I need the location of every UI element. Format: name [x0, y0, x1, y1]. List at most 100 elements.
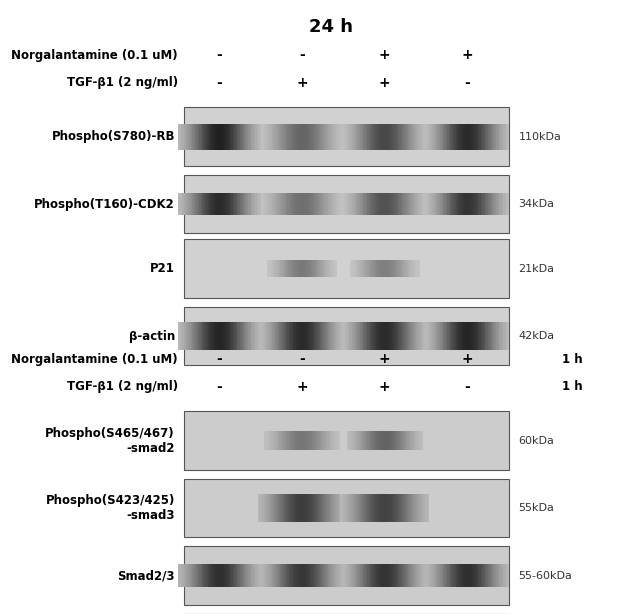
Bar: [290, 564, 291, 587]
Bar: [443, 124, 445, 149]
Bar: [284, 564, 286, 587]
Bar: [317, 124, 318, 149]
Bar: [503, 193, 504, 215]
Bar: [195, 564, 197, 587]
Bar: [320, 564, 321, 587]
Bar: [327, 494, 329, 522]
Bar: [501, 564, 502, 587]
Bar: [356, 260, 357, 278]
Bar: [314, 193, 315, 215]
Bar: [446, 124, 447, 149]
Bar: [473, 124, 474, 149]
Bar: [417, 260, 418, 278]
Bar: [508, 564, 509, 587]
Bar: [232, 564, 233, 587]
Bar: [339, 322, 341, 350]
Bar: [452, 564, 453, 587]
Bar: [374, 322, 376, 350]
Bar: [473, 564, 474, 587]
Bar: [330, 260, 331, 278]
Bar: [377, 564, 378, 587]
Bar: [248, 124, 249, 149]
Bar: [223, 124, 225, 149]
Bar: [204, 193, 205, 215]
Bar: [237, 124, 238, 149]
Bar: [399, 564, 401, 587]
Bar: [226, 124, 227, 149]
Bar: [452, 124, 453, 149]
Bar: [394, 193, 396, 215]
Bar: [473, 322, 474, 350]
Bar: [308, 124, 310, 149]
Bar: [411, 193, 412, 215]
Bar: [457, 564, 459, 587]
Bar: [350, 124, 352, 149]
Bar: [276, 322, 277, 350]
Text: 21kDa: 21kDa: [518, 263, 555, 274]
Bar: [403, 193, 404, 215]
Bar: [190, 124, 191, 149]
Bar: [352, 260, 354, 278]
Bar: [270, 322, 272, 350]
Bar: [506, 193, 508, 215]
Bar: [183, 124, 184, 149]
Bar: [404, 193, 405, 215]
Bar: [389, 193, 390, 215]
Bar: [452, 322, 453, 350]
Bar: [338, 193, 339, 215]
Bar: [294, 431, 295, 451]
Bar: [225, 322, 226, 350]
Bar: [394, 494, 396, 522]
Bar: [389, 431, 391, 451]
Bar: [220, 564, 221, 587]
Bar: [443, 564, 445, 587]
Bar: [356, 431, 357, 451]
Bar: [420, 494, 422, 522]
Bar: [328, 431, 329, 451]
Bar: [396, 494, 398, 522]
Bar: [422, 564, 424, 587]
Bar: [192, 564, 193, 587]
Bar: [434, 564, 436, 587]
Bar: [293, 431, 294, 451]
Bar: [383, 260, 384, 278]
Bar: [228, 193, 230, 215]
Bar: [317, 193, 318, 215]
Bar: [270, 564, 272, 587]
Text: -: -: [216, 352, 223, 366]
Bar: [385, 431, 387, 451]
Bar: [259, 193, 261, 215]
Bar: [324, 193, 325, 215]
Bar: [485, 322, 487, 350]
Bar: [341, 322, 342, 350]
Bar: [450, 124, 452, 149]
Bar: [259, 124, 261, 149]
Bar: [473, 193, 474, 215]
Bar: [318, 260, 319, 278]
Bar: [433, 124, 434, 149]
Bar: [405, 564, 406, 587]
Bar: [422, 431, 423, 451]
Bar: [424, 564, 425, 587]
Bar: [420, 124, 422, 149]
Bar: [249, 193, 251, 215]
Bar: [320, 124, 321, 149]
Bar: [441, 322, 443, 350]
Bar: [198, 564, 199, 587]
Bar: [329, 124, 331, 149]
Bar: [454, 193, 455, 215]
Bar: [333, 494, 335, 522]
Bar: [494, 193, 495, 215]
Bar: [436, 564, 438, 587]
Bar: [278, 431, 279, 451]
Bar: [336, 193, 338, 215]
Bar: [469, 124, 471, 149]
Bar: [300, 260, 301, 278]
Bar: [374, 124, 376, 149]
Bar: [207, 322, 209, 350]
Bar: [494, 322, 495, 350]
Bar: [247, 564, 248, 587]
Bar: [439, 124, 440, 149]
Bar: [401, 260, 402, 278]
Bar: [275, 322, 276, 350]
